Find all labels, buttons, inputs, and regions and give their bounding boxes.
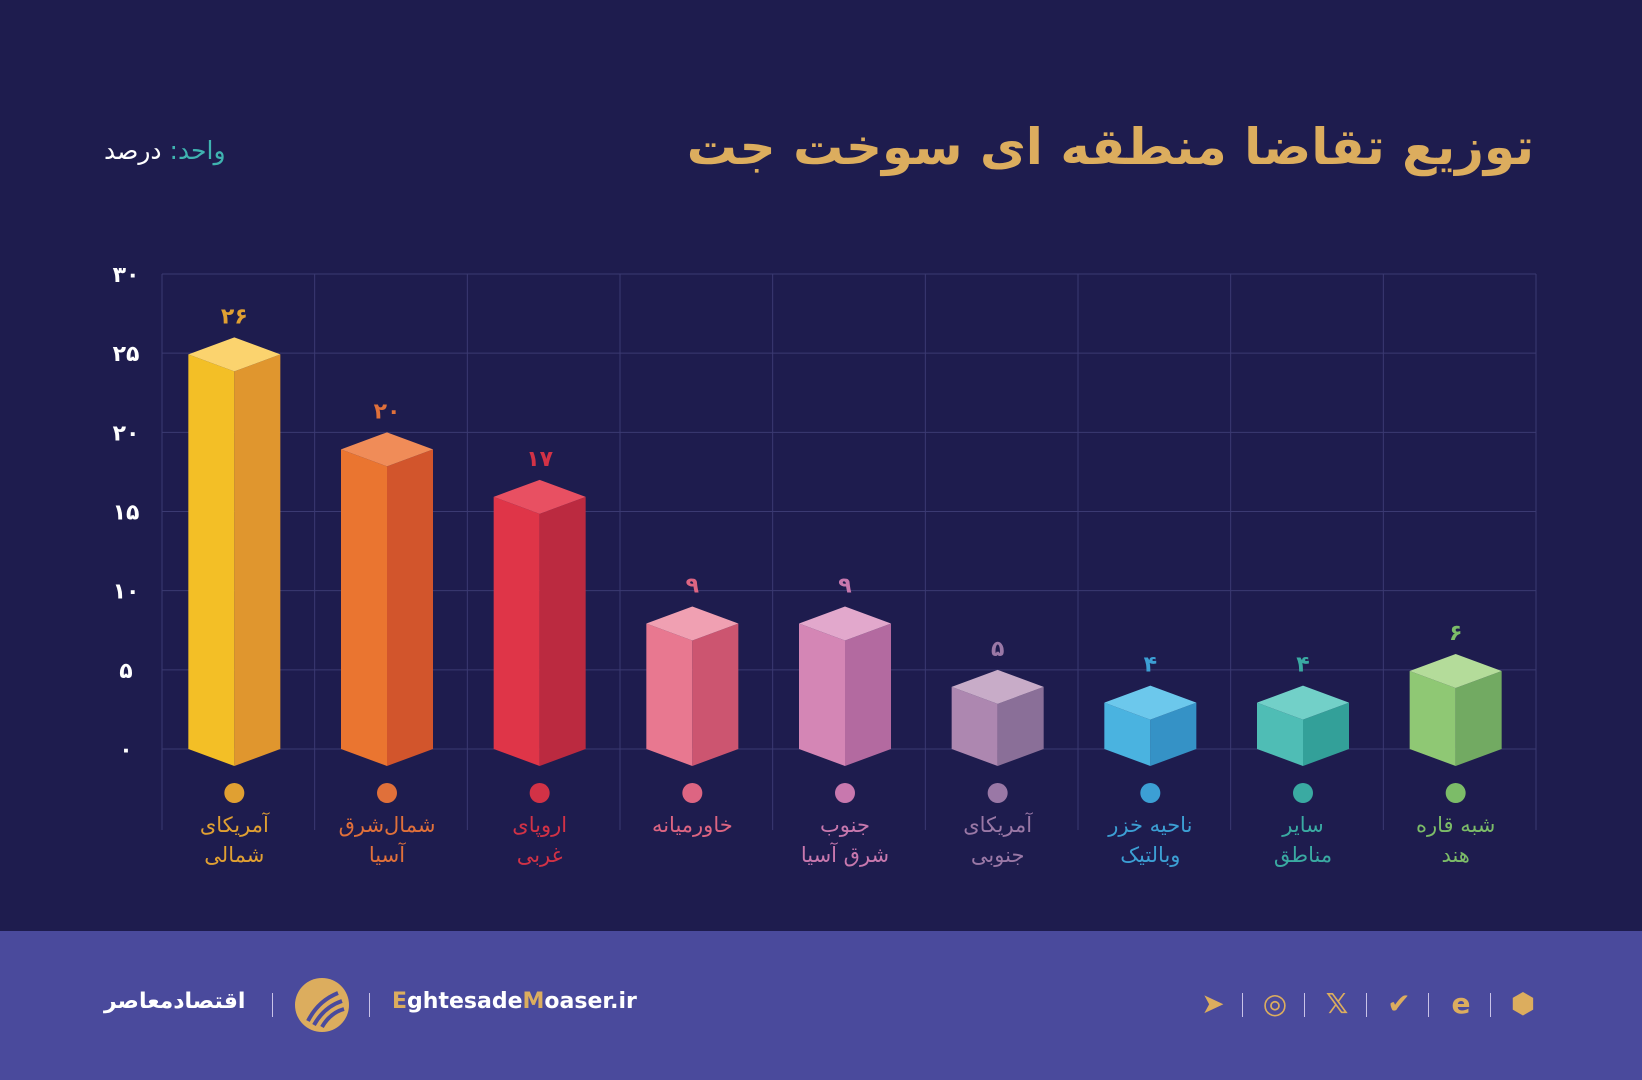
bar-front-face (951, 686, 998, 766)
y-tick-label: ۱۰ (113, 580, 140, 605)
bar-front-face (1409, 671, 1456, 766)
bar-top-face (799, 606, 891, 641)
category-label: شبه قاره (1416, 813, 1495, 837)
category-label: مناطق (1274, 843, 1332, 867)
category-label: غربی (517, 843, 563, 867)
y-tick-label: ۱۵ (113, 501, 140, 526)
y-tick-label: ۰ (119, 738, 132, 763)
category-label: شمال‌شرق (339, 813, 436, 837)
bar-side-face (539, 496, 586, 766)
bar-front-face (799, 623, 845, 766)
y-tick-label: ۳۰ (113, 263, 140, 288)
value-label: ۵ (991, 637, 1004, 662)
y-tick-label: ۲۰ (113, 421, 140, 446)
bar-top-face (493, 479, 586, 514)
divider (1242, 993, 1243, 1017)
site-part: oaser.ir (544, 989, 637, 1014)
bar-chart: ۰ ۵ ۱۰ ۱۵ ۲۰ ۲۵ ۳۰ ۲۶ آمریکای شمالی ۲۰ شمال‌شرق آسیا… (113, 263, 1537, 867)
brand-name-fa: اقتصادمعاصر (104, 989, 246, 1014)
bar-top-face (951, 669, 1044, 704)
x-icon[interactable]: 𝕏 (1325, 987, 1349, 1020)
value-label: ۲۶ (221, 304, 248, 329)
bar-side-face (387, 449, 433, 766)
value-label: ۱۷ (526, 447, 553, 472)
divider (1366, 993, 1367, 1017)
bar-side-face (1455, 671, 1502, 766)
divider (272, 993, 273, 1017)
bar-side-face (234, 354, 281, 766)
legend-dot (987, 783, 1008, 803)
divider (1428, 993, 1429, 1017)
site-letter-e: E (392, 989, 408, 1014)
legend-dot (224, 783, 245, 803)
value-label: ۴ (1144, 653, 1157, 678)
footer: اقتصادمعاصر EghtesadeMoaser.ir ➤ ◎ 𝕏 ✔ e ⬢ (0, 931, 1642, 1080)
category-label: آمریکای (963, 812, 1033, 837)
category-label: شرق آسیا (801, 842, 889, 867)
bar-front-face (646, 623, 693, 766)
rubika-icon[interactable]: ⬢ (1510, 987, 1536, 1020)
bar-side-face (997, 686, 1044, 766)
bar-front-face (188, 354, 235, 766)
bar-front-face (1257, 702, 1303, 766)
site-letter-m: M (522, 989, 545, 1014)
divider (369, 993, 370, 1017)
bar-top-face (341, 432, 433, 467)
legend-dot (1445, 783, 1466, 803)
bar-side-face (1150, 702, 1197, 766)
unit-label: واحد: درصد (104, 136, 226, 165)
value-label: ۴ (1296, 653, 1309, 678)
bar-top-face (1257, 685, 1349, 720)
category-label: سایر (1281, 813, 1323, 837)
bar-top-face (188, 337, 281, 372)
legend-dot (377, 783, 397, 803)
bar-side-face (692, 623, 739, 766)
chart-title: توزیع تقاضا منطقه ای سوخت جت (686, 118, 1534, 176)
website-link[interactable]: EghtesadeMoaser.ir (392, 989, 637, 1014)
legend-dot (529, 783, 550, 803)
legend-dot (682, 783, 703, 803)
instagram-icon[interactable]: ◎ (1262, 987, 1288, 1020)
brand-logo-icon (295, 978, 349, 1032)
legend-dot (1293, 783, 1313, 803)
divider (1304, 993, 1305, 1017)
bar-top-face (646, 606, 739, 641)
legend-dot (1140, 783, 1161, 803)
category-label: هند (1441, 843, 1469, 867)
category-label: اروپای (512, 813, 567, 837)
site-part: ghtesade (407, 989, 523, 1014)
bar-front-face (341, 449, 387, 766)
value-label: ۲۰ (374, 399, 401, 424)
category-label: جنوبی (971, 843, 1025, 867)
category-label: خاورمیانه (652, 813, 733, 837)
y-tick-label: ۲۵ (113, 342, 140, 367)
y-tick-label: ۵ (119, 659, 132, 684)
telegram-icon[interactable]: ➤ (1201, 987, 1225, 1020)
legend-dot (835, 783, 855, 803)
bar-side-face (845, 623, 891, 766)
bar-top-face (1409, 654, 1502, 688)
category-label: جنوب (820, 813, 870, 837)
bar-front-face (493, 496, 540, 766)
bar-front-face (1104, 702, 1151, 766)
eitaa-icon[interactable]: e (1451, 987, 1471, 1020)
unit-value: درصد (104, 136, 162, 165)
category-label: شمالی (204, 843, 264, 867)
category-label: آمریکای (200, 812, 270, 837)
bar-side-face (1303, 702, 1349, 766)
bar-top-face (1104, 685, 1197, 720)
divider (1490, 993, 1491, 1017)
value-label: ۶ (1449, 621, 1462, 646)
category-label: وبالتیک (1120, 843, 1180, 867)
value-label: ۹ (838, 574, 851, 599)
bale-icon[interactable]: ✔ (1387, 987, 1411, 1020)
category-label: آسیا (369, 842, 406, 867)
value-label: ۹ (686, 574, 699, 599)
category-label: ناحیه خزر (1107, 813, 1192, 837)
unit-key: واحد: (169, 136, 226, 165)
